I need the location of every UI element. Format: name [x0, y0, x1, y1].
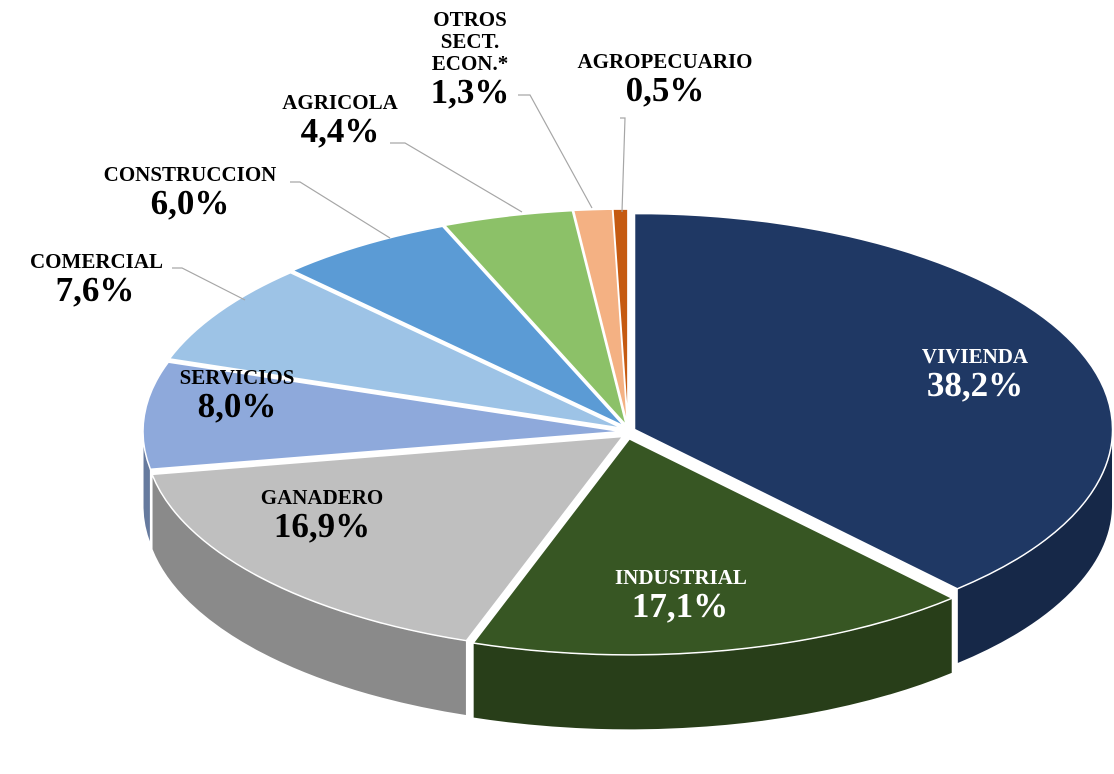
slice-label: AGRICOLA 4,4% — [275, 91, 405, 150]
category-label: INDUSTRIAL — [615, 565, 747, 589]
slice-label: VIVIENDA 38,2% — [910, 345, 1040, 404]
slice — [633, 212, 1114, 590]
slice — [142, 361, 622, 471]
leader-line — [290, 181, 391, 239]
category-label: GANADERO — [260, 485, 384, 509]
value-label: 4,4% — [300, 111, 380, 151]
slice-label: CONSTRUCCION 6,0% — [80, 163, 300, 222]
category-label: AGROPECUARIO — [577, 49, 753, 73]
slice — [290, 225, 625, 427]
value-label: 38,2% — [926, 365, 1024, 405]
value-label: 1,3% — [430, 72, 510, 112]
leader-line — [518, 94, 593, 209]
leader-line — [620, 117, 626, 213]
category-label: COMERCIAL — [30, 249, 164, 273]
category-label: VIVIENDA — [921, 344, 1029, 368]
slice-label: GANADERO 16,9% — [257, 486, 387, 545]
slice-label: OTROS SECT. ECON.* 1,3% — [405, 8, 535, 111]
slice-label: AGROPECUARIO 0,5% — [555, 50, 775, 109]
slice — [443, 209, 627, 426]
slice-label: COMERCIAL 7,6% — [30, 249, 164, 310]
value-label: 8,0% — [197, 386, 277, 426]
slice — [168, 271, 623, 429]
category-label: CONSTRUCCION — [103, 162, 277, 186]
value-label: 16,9% — [273, 506, 371, 546]
category-label: SERVICIOS — [179, 365, 295, 389]
slice — [150, 435, 625, 642]
slice-label: INDUSTRIAL 17,1% — [615, 565, 747, 626]
value-label: 17,1% — [631, 586, 729, 626]
leader-line — [172, 267, 246, 301]
slice — [612, 208, 629, 426]
leader-line — [390, 142, 523, 213]
value-label: 0,5% — [625, 70, 705, 110]
category-label: OTROS SECT. ECON.* — [431, 7, 509, 76]
category-label: AGRICOLA — [282, 90, 398, 114]
slice-label: SERVICIOS 8,0% — [172, 366, 302, 425]
value-label: 7,6% — [55, 270, 135, 310]
slice — [471, 437, 955, 656]
value-label: 6,0% — [150, 183, 230, 223]
